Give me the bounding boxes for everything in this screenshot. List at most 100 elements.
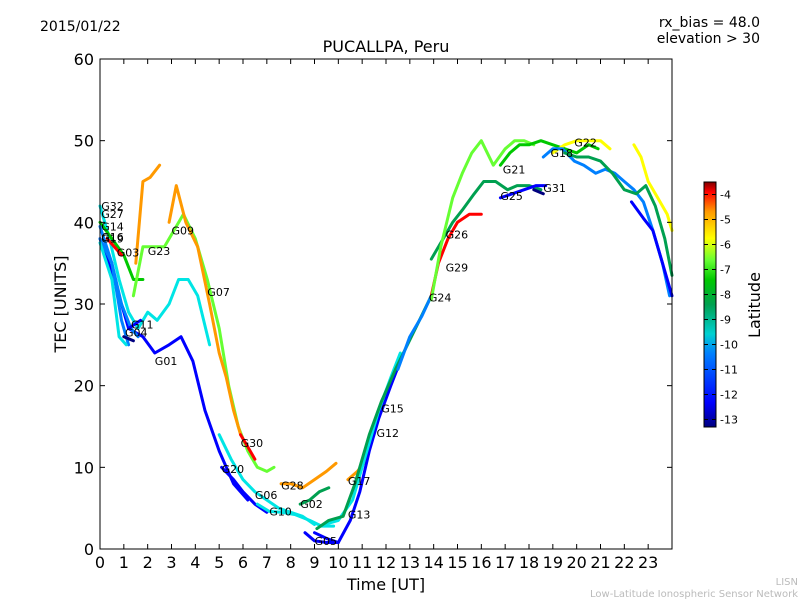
y-tick-label: 10: [74, 458, 94, 477]
prn-label-g06: G06: [255, 489, 278, 502]
prn-label-g25: G25: [500, 190, 523, 203]
credit-long: Low-Latitude Ionospheric Sensor Network: [590, 589, 798, 600]
series-line-g16: [98, 237, 131, 347]
x-tick-label: 0: [95, 553, 105, 572]
prn-label-g20: G20: [222, 463, 245, 476]
prn-label-g26: G26: [446, 229, 469, 242]
colorbar-tick-label: -10: [720, 339, 738, 352]
x-tick-label: 4: [190, 553, 200, 572]
x-tick-label: 10: [328, 553, 348, 572]
prn-label-g24: G24: [429, 292, 452, 305]
elevation-label: elevation > 30: [657, 31, 760, 47]
series-line-g04: [122, 335, 135, 343]
series-line-g26: [429, 180, 543, 261]
y-tick-label: 0: [84, 540, 94, 559]
series-layer: [98, 139, 674, 544]
prn-label-g03: G03: [117, 247, 140, 260]
series-line-g01: [98, 237, 250, 502]
y-tick-label: 40: [74, 213, 94, 232]
prn-label-g23: G23: [148, 245, 171, 258]
x-tick-label: 20: [566, 553, 586, 572]
x-tick-label: 6: [238, 553, 248, 572]
prn-label-g04: G04: [125, 327, 148, 340]
series-line-g18: [498, 139, 600, 167]
series-line-g14: [98, 224, 140, 339]
colorbar-tick-label: -6: [720, 239, 731, 252]
prn-label-g12: G12: [377, 427, 400, 440]
axis-ticks: 0 1 2 3 4 5 6 7 8 9 10 11 12 13 14 15 16 17 18 19 20 21 22 2301…: [74, 50, 672, 572]
colorbar-tick-label: -13: [720, 414, 738, 427]
x-tick-label: 15: [447, 553, 467, 572]
x-tick-label: 9: [309, 553, 319, 572]
y-tick-label: 50: [74, 132, 94, 151]
series-line-g22e: [630, 200, 674, 298]
prn-label-g22: G22: [574, 136, 597, 149]
colorbar-tick-label: -4: [720, 189, 731, 202]
prn-label-g17: G17: [348, 475, 371, 488]
prn-label-g31: G31: [543, 182, 566, 195]
chart-title: PUCALLPA, Peru: [323, 37, 450, 56]
series-line-g22d: [632, 143, 674, 232]
x-tick-label: 12: [376, 553, 396, 572]
prn-label-g29: G29: [446, 261, 469, 274]
series-line-g09: [134, 163, 162, 265]
series-line-g28: [279, 461, 338, 490]
prn-label-g14: G14: [101, 220, 124, 233]
series-line-g31: [532, 188, 545, 196]
colorbar-tick-label: -11: [720, 364, 738, 377]
x-tick-label: 16: [471, 553, 491, 572]
y-tick-label: 20: [74, 377, 94, 396]
colorbar-tick-label: -7: [720, 264, 731, 277]
x-tick-label: 8: [286, 553, 296, 572]
x-axis-title: Time [UT]: [346, 575, 425, 594]
prn-label-g09: G09: [172, 225, 195, 238]
series-line-g25: [498, 184, 548, 200]
x-tick-label: 7: [262, 553, 272, 572]
rx-bias-label: rx_bias = 48.0: [659, 15, 760, 31]
x-tick-label: 13: [400, 553, 420, 572]
x-tick-label: 22: [614, 553, 634, 572]
series-line-g07: [167, 184, 243, 437]
prn-label-g19: G19: [101, 233, 124, 246]
prn-label-g18: G18: [551, 147, 574, 160]
x-tick-label: 23: [638, 553, 658, 572]
prn-label-g30: G30: [241, 437, 264, 450]
x-tick-label: 1: [119, 553, 129, 572]
colorbar: [703, 181, 717, 428]
prn-label-g16: G16: [101, 231, 124, 244]
series-line-g02: [298, 486, 331, 506]
series-line-g03: [105, 237, 123, 257]
prn-label-g05: G05: [315, 535, 338, 548]
series-line-g05: [303, 531, 340, 544]
y-axis-title: TEC [UNITS]: [51, 256, 70, 354]
series-line-g32: [98, 204, 212, 347]
colorbar-title: Latitude: [745, 272, 764, 338]
prn-label-g07: G07: [207, 286, 230, 299]
colorbar-tick-label: -5: [720, 214, 731, 227]
x-tick-label: 11: [352, 553, 372, 572]
colorbar-tick-label: -8: [720, 289, 731, 302]
plot-area: [100, 59, 672, 549]
series-line-g22c: [563, 151, 674, 277]
date-label: 2015/01/22: [40, 19, 121, 35]
prn-label-g01: G01: [155, 355, 178, 368]
prn-label-g10: G10: [269, 505, 292, 518]
series-line-g11: [127, 318, 142, 330]
prn-label-g27: G27: [101, 208, 124, 221]
series-line-g22: [551, 139, 612, 155]
series-line-g24: [396, 294, 433, 371]
x-tick-label: 17: [495, 553, 515, 572]
credit-short: LISN: [776, 577, 798, 588]
x-tick-label: 18: [519, 553, 539, 572]
prn-label-g02: G02: [300, 498, 323, 511]
y-tick-label: 60: [74, 50, 94, 69]
y-tick-label: 30: [74, 295, 94, 314]
prn-label-g32: G32: [101, 200, 124, 213]
prn-label-g28: G28: [281, 479, 304, 492]
x-tick-label: 3: [166, 553, 176, 572]
series-line-g30: [239, 433, 257, 461]
series-line-g19: [98, 241, 128, 347]
x-tick-label: 5: [214, 553, 224, 572]
